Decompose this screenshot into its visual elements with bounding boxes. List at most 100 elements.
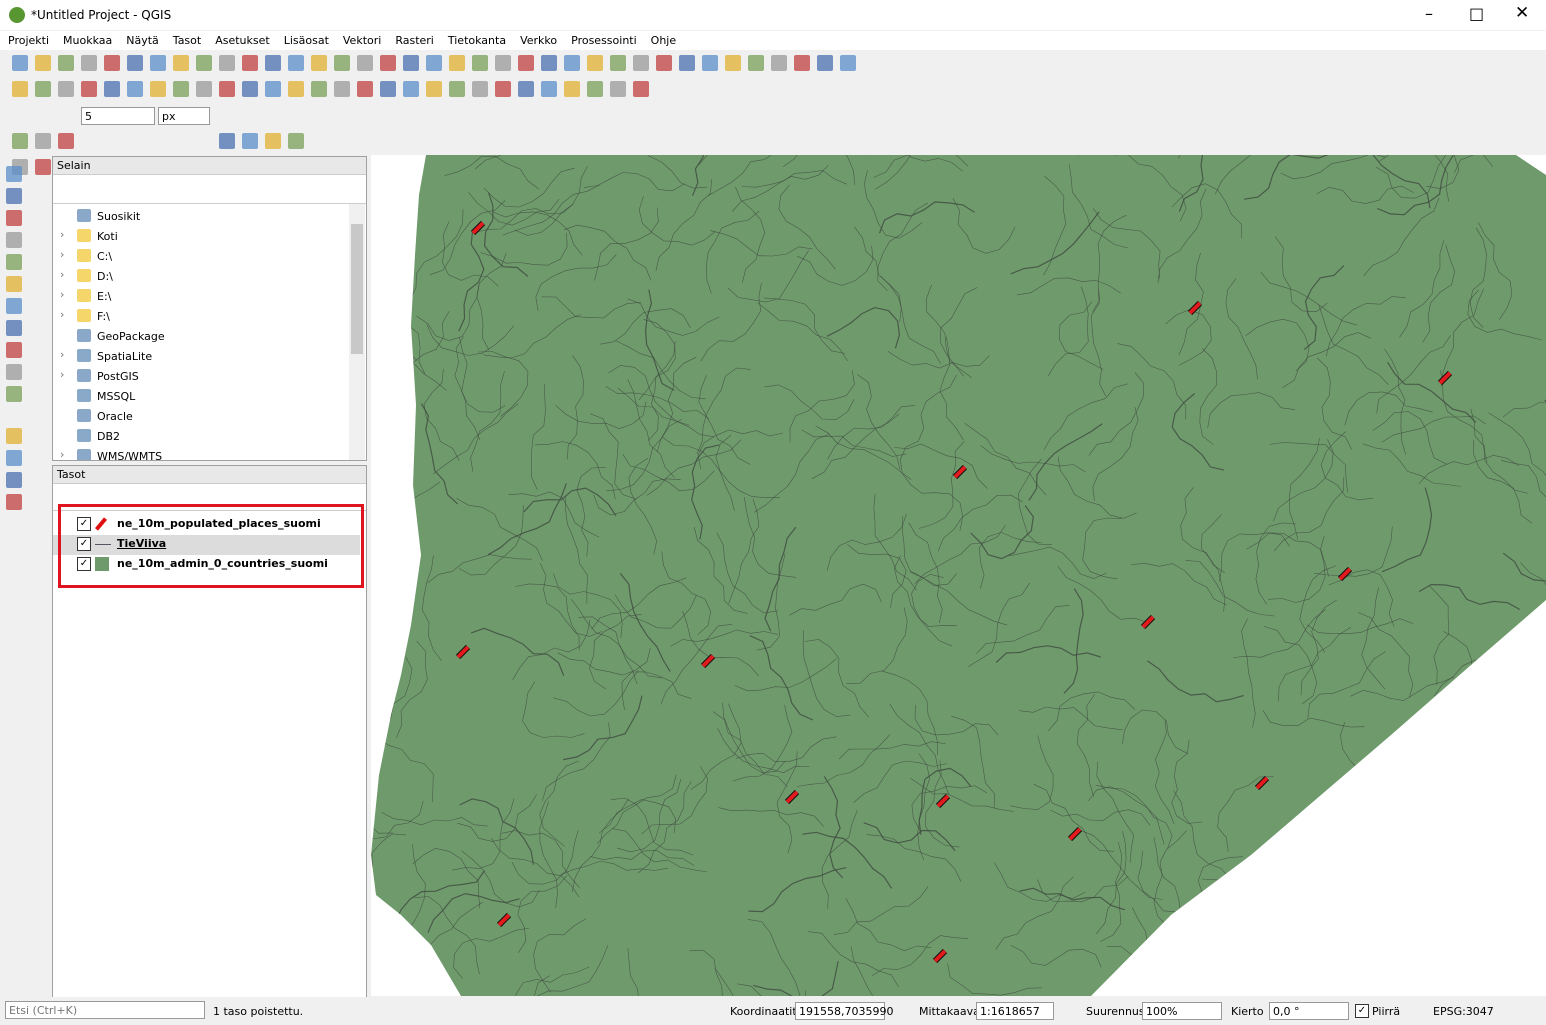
menu-item[interactable]: Asetukset (215, 34, 270, 47)
menu-item[interactable]: Prosessointi (571, 34, 637, 47)
place-marker[interactable] (1141, 615, 1155, 629)
tool-button[interactable] (357, 55, 373, 71)
expand-arrow[interactable]: › (60, 348, 65, 361)
tool-button[interactable] (380, 55, 396, 71)
tool-button[interactable] (35, 81, 51, 97)
tool-button[interactable] (6, 166, 22, 182)
scroll-thumb[interactable] (351, 224, 363, 354)
tool-button[interactable] (587, 55, 603, 71)
menu-item[interactable]: Näytä (126, 34, 159, 47)
tool-button[interactable] (6, 342, 22, 358)
browser-item[interactable]: C:\ (97, 250, 113, 263)
checkbox[interactable]: ✓ (77, 537, 91, 551)
tool-button[interactable] (265, 81, 281, 97)
place-marker[interactable] (1188, 301, 1202, 315)
browser-item[interactable]: Suosikit (97, 210, 141, 223)
menu-item[interactable]: Tasot (172, 34, 202, 47)
tool-button[interactable] (6, 386, 22, 402)
tool-button[interactable] (288, 81, 304, 97)
tool-button[interactable] (265, 55, 281, 71)
tool-button[interactable] (219, 133, 235, 149)
tool-button[interactable] (150, 55, 166, 71)
tool-button[interactable] (6, 450, 22, 466)
place-marker[interactable] (1068, 827, 1082, 841)
tool-button[interactable] (334, 55, 350, 71)
tool-button[interactable] (12, 55, 28, 71)
tool-button[interactable] (610, 55, 626, 71)
tool-button[interactable] (311, 55, 327, 71)
tool-button[interactable] (242, 133, 258, 149)
place-marker[interactable] (953, 465, 967, 479)
tool-button[interactable] (426, 55, 442, 71)
browser-item[interactable]: GeoPackage (97, 330, 165, 343)
tool-button[interactable] (518, 55, 534, 71)
tool-button[interactable] (449, 81, 465, 97)
tool-button[interactable] (564, 55, 580, 71)
tool-button[interactable] (6, 298, 22, 314)
tool-button[interactable] (518, 81, 534, 97)
tool-button[interactable] (656, 55, 672, 71)
tool-button[interactable] (840, 55, 856, 71)
checkbox[interactable]: ✓ (77, 557, 91, 571)
tool-button[interactable] (771, 55, 787, 71)
tool-button[interactable] (334, 81, 350, 97)
menu-item[interactable]: Muokkaa (63, 34, 113, 47)
tool-button[interactable] (6, 188, 22, 204)
tool-button[interactable] (794, 55, 810, 71)
maximize[interactable]: □ (1469, 4, 1485, 23)
search-box[interactable]: Etsi (Ctrl+K) (5, 1001, 205, 1019)
place-marker[interactable] (701, 654, 715, 668)
tool-button[interactable] (6, 472, 22, 488)
place-marker[interactable] (1338, 567, 1352, 581)
coord[interactable]: 191558,7035990 (795, 1002, 893, 1020)
tool-button[interactable] (58, 133, 74, 149)
crs[interactable]: EPSG:3047 (1433, 1005, 1494, 1018)
tool-button[interactable] (127, 81, 143, 97)
tool-button[interactable] (173, 81, 189, 97)
tool-button[interactable] (748, 55, 764, 71)
snap-tolerance[interactable]: 5 (81, 107, 155, 125)
tool-button[interactable] (472, 81, 488, 97)
tool-button[interactable] (35, 133, 51, 149)
menu-item[interactable]: Tietokanta (447, 34, 507, 47)
browser-item[interactable]: DB2 (97, 430, 121, 443)
place-marker[interactable] (497, 913, 511, 927)
tool-button[interactable] (196, 81, 212, 97)
tool-button[interactable] (58, 81, 74, 97)
tool-button[interactable] (610, 81, 626, 97)
tool-button[interactable] (702, 55, 718, 71)
tool-button[interactable] (288, 133, 304, 149)
tool-button[interactable] (472, 55, 488, 71)
expand-arrow[interactable]: › (60, 288, 65, 301)
checkbox[interactable]: ✓ (77, 517, 91, 531)
tool-button[interactable] (104, 81, 120, 97)
tool-button[interactable] (265, 133, 281, 149)
tool-button[interactable] (81, 55, 97, 71)
expand-arrow[interactable]: › (60, 368, 65, 381)
tool-button[interactable] (12, 133, 28, 149)
snap-unit[interactable]: px (158, 107, 210, 125)
tool-button[interactable] (6, 320, 22, 336)
tool-button[interactable] (104, 55, 120, 71)
tool-button[interactable] (403, 55, 419, 71)
minimize[interactable]: – (1425, 4, 1433, 23)
tool-button[interactable] (6, 254, 22, 270)
tool-button[interactable] (81, 81, 97, 97)
tool-button[interactable] (679, 55, 695, 71)
place-marker[interactable] (933, 949, 947, 963)
tool-button[interactable] (6, 232, 22, 248)
tool-button[interactable] (6, 276, 22, 292)
tool-button[interactable] (587, 81, 603, 97)
browser-item[interactable]: Oracle (97, 410, 133, 423)
tool-button[interactable] (127, 55, 143, 71)
tool-button[interactable] (633, 81, 649, 97)
browser-item[interactable]: SpatiaLite (97, 350, 153, 363)
tool-button[interactable] (817, 55, 833, 71)
tool-button[interactable] (495, 55, 511, 71)
tool-button[interactable] (35, 55, 51, 71)
tool-button[interactable] (426, 81, 442, 97)
expand-arrow[interactable]: › (60, 248, 65, 261)
menu-item[interactable]: Verkko (520, 34, 558, 47)
menu-item[interactable]: Rasteri (395, 34, 434, 47)
place-marker[interactable] (785, 790, 799, 804)
